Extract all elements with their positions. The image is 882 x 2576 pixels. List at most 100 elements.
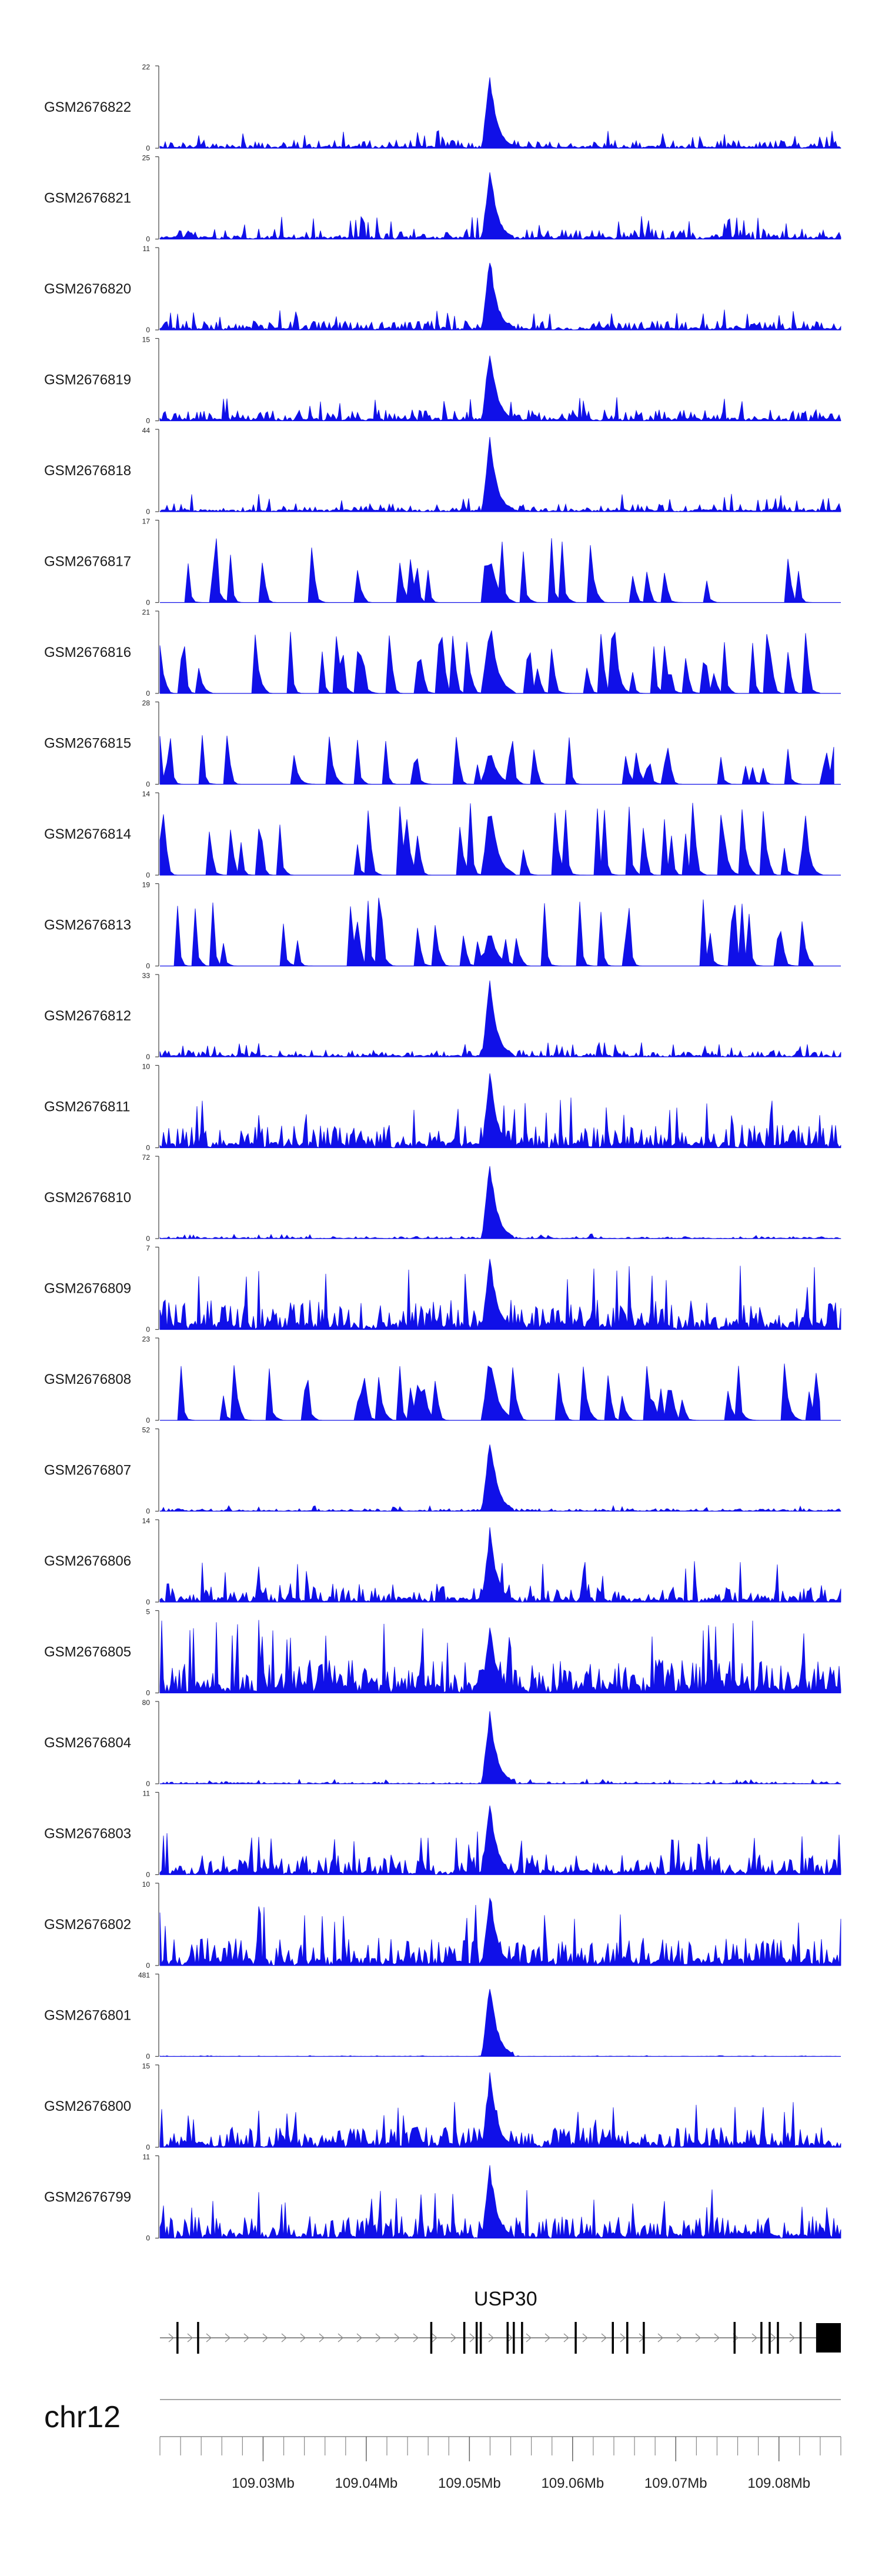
track-GSM2676818: GSM2676818 44 0 (44, 426, 841, 516)
exon (777, 2322, 779, 2354)
coverage-tracks: GSM2676822220GSM2676821250GSM2676820110G… (44, 63, 841, 2243)
x-tick-label: 109.03Mb (232, 2475, 295, 2491)
track-GSM2676808: GSM2676808 23 0 (44, 1335, 841, 1424)
coverage-area (159, 803, 834, 876)
track-label: GSM2676812 (44, 1008, 131, 1024)
track-GSM2676817: GSM2676817 17 0 (44, 518, 841, 607)
exon (799, 2322, 802, 2354)
exon (769, 2322, 771, 2354)
coverage-area (160, 538, 821, 603)
strand-chevron (281, 2333, 287, 2343)
strand-chevron (488, 2333, 494, 2343)
y-max-label: 21 (142, 608, 151, 616)
strand-chevron (319, 2333, 325, 2343)
strand-chevron (657, 2333, 663, 2343)
track-label: GSM2676805 (44, 1644, 131, 1660)
strand-chevron (375, 2333, 381, 2343)
track-GSM2676805: GSM2676805 5 0 (44, 1608, 841, 1697)
gene-name-label: USP30 (474, 2288, 537, 2310)
y-max-label: 11 (143, 245, 151, 253)
x-tick-label: 109.04Mb (335, 2475, 398, 2491)
coverage-area (159, 2072, 841, 2148)
strand-chevron (356, 2333, 362, 2343)
y-min-label: 0 (146, 1326, 150, 1334)
strand-chevron (770, 2333, 776, 2343)
coverage-area (160, 897, 814, 966)
strand-chevron (507, 2333, 513, 2343)
track-GSM2676819: GSM2676819 15 0 (44, 336, 841, 425)
y-min-label: 0 (146, 1416, 150, 1424)
coverage-area (159, 630, 821, 694)
track-label: GSM2676822 (44, 99, 131, 115)
coverage-area (159, 172, 841, 240)
exon (430, 2322, 433, 2354)
track-GSM2676814: GSM2676814 14 0 (44, 790, 841, 879)
y-max-label: 10 (142, 1880, 151, 1888)
track-GSM2676815: GSM2676815 28 0 (44, 699, 841, 789)
strand-chevron (338, 2333, 343, 2343)
track-GSM2676806: GSM2676806 14 0 (44, 1517, 841, 1606)
exon (626, 2322, 629, 2354)
coverage-area (159, 1897, 841, 1967)
exon (475, 2322, 478, 2354)
y-min-label: 0 (146, 1598, 150, 1606)
y-min-label: 0 (146, 2234, 150, 2243)
exon (463, 2322, 466, 2354)
y-min-label: 0 (146, 1144, 150, 1152)
strand-chevron (187, 2333, 193, 2343)
y-max-label: 7 (146, 1244, 150, 1253)
y-min-label: 0 (146, 235, 150, 243)
track-GSM2676800: GSM2676800 15 0 (44, 2062, 841, 2151)
y-max-label: 10 (142, 1063, 151, 1071)
y-max-label: 52 (142, 1426, 151, 1434)
coverage-area (159, 1988, 841, 2057)
strand-chevron (601, 2333, 607, 2343)
coverage-area (159, 2165, 841, 2239)
y-max-label: 22 (142, 63, 151, 71)
exon (521, 2322, 523, 2354)
y-max-label: 23 (142, 1335, 151, 1343)
y-max-label: 11 (143, 2153, 151, 2161)
strand-chevron (751, 2333, 757, 2343)
y-max-label: 15 (142, 2062, 151, 2070)
y-max-label: 44 (142, 426, 151, 435)
y-max-label: 28 (142, 699, 151, 708)
coverage-area (159, 735, 834, 785)
genome-axis: chr12 109.03Mb 109.04Mb 109.05Mb 109.06Mb 109… (44, 2399, 841, 2491)
coverage-area (159, 77, 841, 149)
strand-chevron (544, 2333, 550, 2343)
y-max-label: 15 (142, 336, 151, 344)
y-min-label: 0 (146, 508, 150, 516)
track-label: GSM2676819 (44, 372, 131, 388)
y-min-label: 0 (146, 326, 150, 334)
track-GSM2676803: GSM2676803 11 0 (44, 1790, 841, 1879)
y-min-label: 0 (146, 871, 150, 879)
y-min-label: 0 (146, 962, 150, 970)
y-max-label: 14 (142, 790, 151, 798)
coverage-area (159, 980, 841, 1058)
y-min-label: 0 (146, 417, 150, 425)
track-GSM2676804: GSM2676804 80 0 (44, 1699, 841, 1788)
y-min-label: 0 (146, 1507, 150, 1516)
track-GSM2676822: GSM2676822 22 0 (44, 63, 841, 152)
strand-chevron (620, 2333, 626, 2343)
y-min-label: 0 (146, 780, 150, 789)
coverage-area (159, 355, 841, 422)
y-min-label: 0 (146, 2053, 150, 2061)
track-label: GSM2676803 (44, 1826, 131, 1842)
strand-chevron (206, 2333, 212, 2343)
track-label: GSM2676821 (44, 191, 131, 206)
track-GSM2676820: GSM2676820 11 0 (44, 245, 841, 334)
coverage-area (159, 1711, 841, 1784)
track-label: GSM2676808 (44, 1372, 131, 1387)
strand-chevron (394, 2333, 400, 2343)
exon (760, 2322, 763, 2354)
strand-chevron (526, 2333, 532, 2343)
y-min-label: 0 (146, 1053, 150, 1061)
track-label: GSM2676800 (44, 2098, 131, 2114)
track-label: GSM2676811 (44, 1099, 130, 1115)
x-tick-label: 109.05Mb (438, 2475, 501, 2491)
track-label: GSM2676816 (44, 645, 131, 660)
strand-chevron (168, 2333, 174, 2343)
coverage-area (159, 1259, 841, 1330)
